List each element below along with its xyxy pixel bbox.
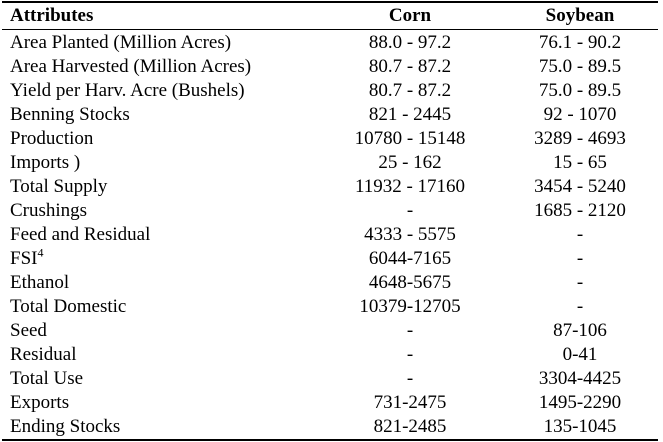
row-soybean-value: -: [576, 296, 584, 317]
row-soybean-value: 15 - 65: [553, 152, 607, 173]
table-row: Production 10780 - 15148 3289 - 4693: [2, 127, 658, 151]
row-soybean-value: 3304-4425: [538, 368, 622, 389]
row-soybean-value: -: [576, 224, 584, 245]
table-row: Ending Stocks 821-2485 135-1045: [2, 415, 658, 439]
row-soybean-value: 75.0 - 89.5: [538, 56, 622, 77]
row-corn-value: 10780 - 15148: [354, 128, 466, 149]
row-attribute: Feed and Residual: [2, 223, 318, 247]
attributes-table: Attributes Corn Soybean Area Planted (Mi…: [2, 3, 658, 439]
table-row: FSI4 6044-7165 -: [2, 247, 658, 271]
header-row: Attributes Corn Soybean: [2, 3, 658, 29]
row-attribute: Crushings: [2, 199, 318, 223]
table-row: Crushings - 1685 - 2120: [2, 199, 658, 223]
row-corn-value: -: [406, 368, 414, 389]
row-attribute: Benning Stocks: [2, 103, 318, 127]
attribute-label: FSI: [10, 248, 38, 269]
row-soybean-value: 3454 - 5240: [534, 176, 626, 197]
row-attribute: FSI4: [2, 247, 318, 271]
attribute-label: Total Domestic: [10, 296, 127, 317]
attribute-label: Area Planted (Million Acres): [10, 32, 232, 53]
row-soybean-value: 135-1045: [543, 416, 617, 437]
table-row: Total Use - 3304-4425: [2, 367, 658, 391]
table-row: Total Supply 11932 - 17160 3454 - 5240: [2, 175, 658, 199]
row-attribute: Ethanol: [2, 271, 318, 295]
row-soybean-value: 1685 - 2120: [534, 200, 626, 221]
table-row: Exports 731-2475 1495-2290: [2, 391, 658, 415]
row-soybean-value: -: [576, 248, 584, 269]
attribute-label: Feed and Residual: [10, 224, 151, 245]
row-attribute: Total Supply: [2, 175, 318, 199]
row-corn-value: 821 - 2445: [368, 104, 452, 125]
row-attribute: Ending Stocks: [2, 415, 318, 439]
table-row: Benning Stocks 821 - 2445 92 - 1070: [2, 103, 658, 127]
attribute-label: Seed: [10, 320, 47, 341]
row-attribute: Exports: [2, 391, 318, 415]
attribute-label: Ending Stocks: [10, 416, 121, 437]
row-corn-value: 11932 - 17160: [354, 176, 466, 197]
attribute-label: Benning Stocks: [10, 104, 130, 125]
row-corn-value: 10379-12705: [359, 296, 461, 317]
row-corn-value: 6044-7165: [368, 248, 452, 269]
attribute-label: Exports: [10, 392, 70, 413]
attribute-label: Production: [10, 128, 94, 149]
row-attribute: Imports ): [2, 151, 318, 175]
row-soybean-value: 75.0 - 89.5: [538, 80, 622, 101]
row-attribute: Area Planted (Million Acres): [2, 29, 318, 55]
attribute-label: Yield per Harv. Acre (Bushels): [10, 80, 245, 101]
row-corn-value: 4648-5675: [368, 272, 452, 293]
row-attribute: Total Use: [2, 367, 318, 391]
row-attribute: Yield per Harv. Acre (Bushels): [2, 79, 318, 103]
row-soybean-value: 3289 - 4693: [534, 128, 626, 149]
row-corn-value: 821-2485: [373, 416, 447, 437]
table-row: Area Planted (Million Acres) 88.0 - 97.2 7…: [2, 29, 658, 55]
attribute-label: Total Supply: [10, 176, 108, 197]
attribute-label: Total Use: [10, 368, 84, 389]
row-soybean-value: 0-41: [562, 344, 598, 365]
row-corn-value: -: [406, 200, 414, 221]
row-corn-value: -: [406, 320, 414, 341]
header-soybean: Soybean: [545, 5, 615, 26]
table-body: Area Planted (Million Acres) 88.0 - 97.2 7…: [2, 29, 658, 439]
row-corn-value: 80.7 - 87.2: [368, 56, 452, 77]
row-attribute: Residual: [2, 343, 318, 367]
table-row: Ethanol 4648-5675 -: [2, 271, 658, 295]
table-row: Residual - 0-41: [2, 343, 658, 367]
bottom-rule: [2, 439, 658, 441]
attribute-label: Area Harvested (Million Acres): [10, 56, 252, 77]
attribute-label: Residual: [10, 344, 77, 365]
row-attribute: Seed: [2, 319, 318, 343]
row-soybean-value: 1495-2290: [538, 392, 622, 413]
table-row: Yield per Harv. Acre (Bushels) 80.7 - 87.…: [2, 79, 658, 103]
row-corn-value: 88.0 - 97.2: [368, 32, 452, 53]
row-corn-value: 4333 - 5575: [364, 224, 456, 245]
row-corn-value: 731-2475: [373, 392, 447, 413]
header-attributes: Attributes: [10, 5, 94, 26]
row-attribute: Total Domestic: [2, 295, 318, 319]
row-corn-value: -: [406, 344, 414, 365]
row-soybean-value: -: [576, 272, 584, 293]
attribute-label: Ethanol: [10, 272, 70, 293]
row-corn-value: 25 - 162: [378, 152, 442, 173]
table-row: Imports ) 25 - 162 15 - 65: [2, 151, 658, 175]
footnote-marker: 4: [37, 245, 44, 260]
header-corn: Corn: [388, 5, 432, 26]
table-row: Total Domestic 10379-12705 -: [2, 295, 658, 319]
top-rule: [2, 1, 658, 3]
attribute-label: Imports ): [10, 152, 81, 173]
attribute-label: Crushings: [10, 200, 88, 221]
row-attribute: Production: [2, 127, 318, 151]
row-soybean-value: 87-106: [553, 320, 607, 341]
row-soybean-value: 92 - 1070: [543, 104, 617, 125]
table-row: Feed and Residual 4333 - 5575 -: [2, 223, 658, 247]
row-corn-value: 80.7 - 87.2: [368, 80, 452, 101]
header-rule: [2, 29, 658, 30]
table-row: Area Harvested (Million Acres) 80.7 - 87.…: [2, 55, 658, 79]
row-soybean-value: 76.1 - 90.2: [538, 32, 622, 53]
row-attribute: Area Harvested (Million Acres): [2, 55, 318, 79]
table-row: Seed - 87-106: [2, 319, 658, 343]
